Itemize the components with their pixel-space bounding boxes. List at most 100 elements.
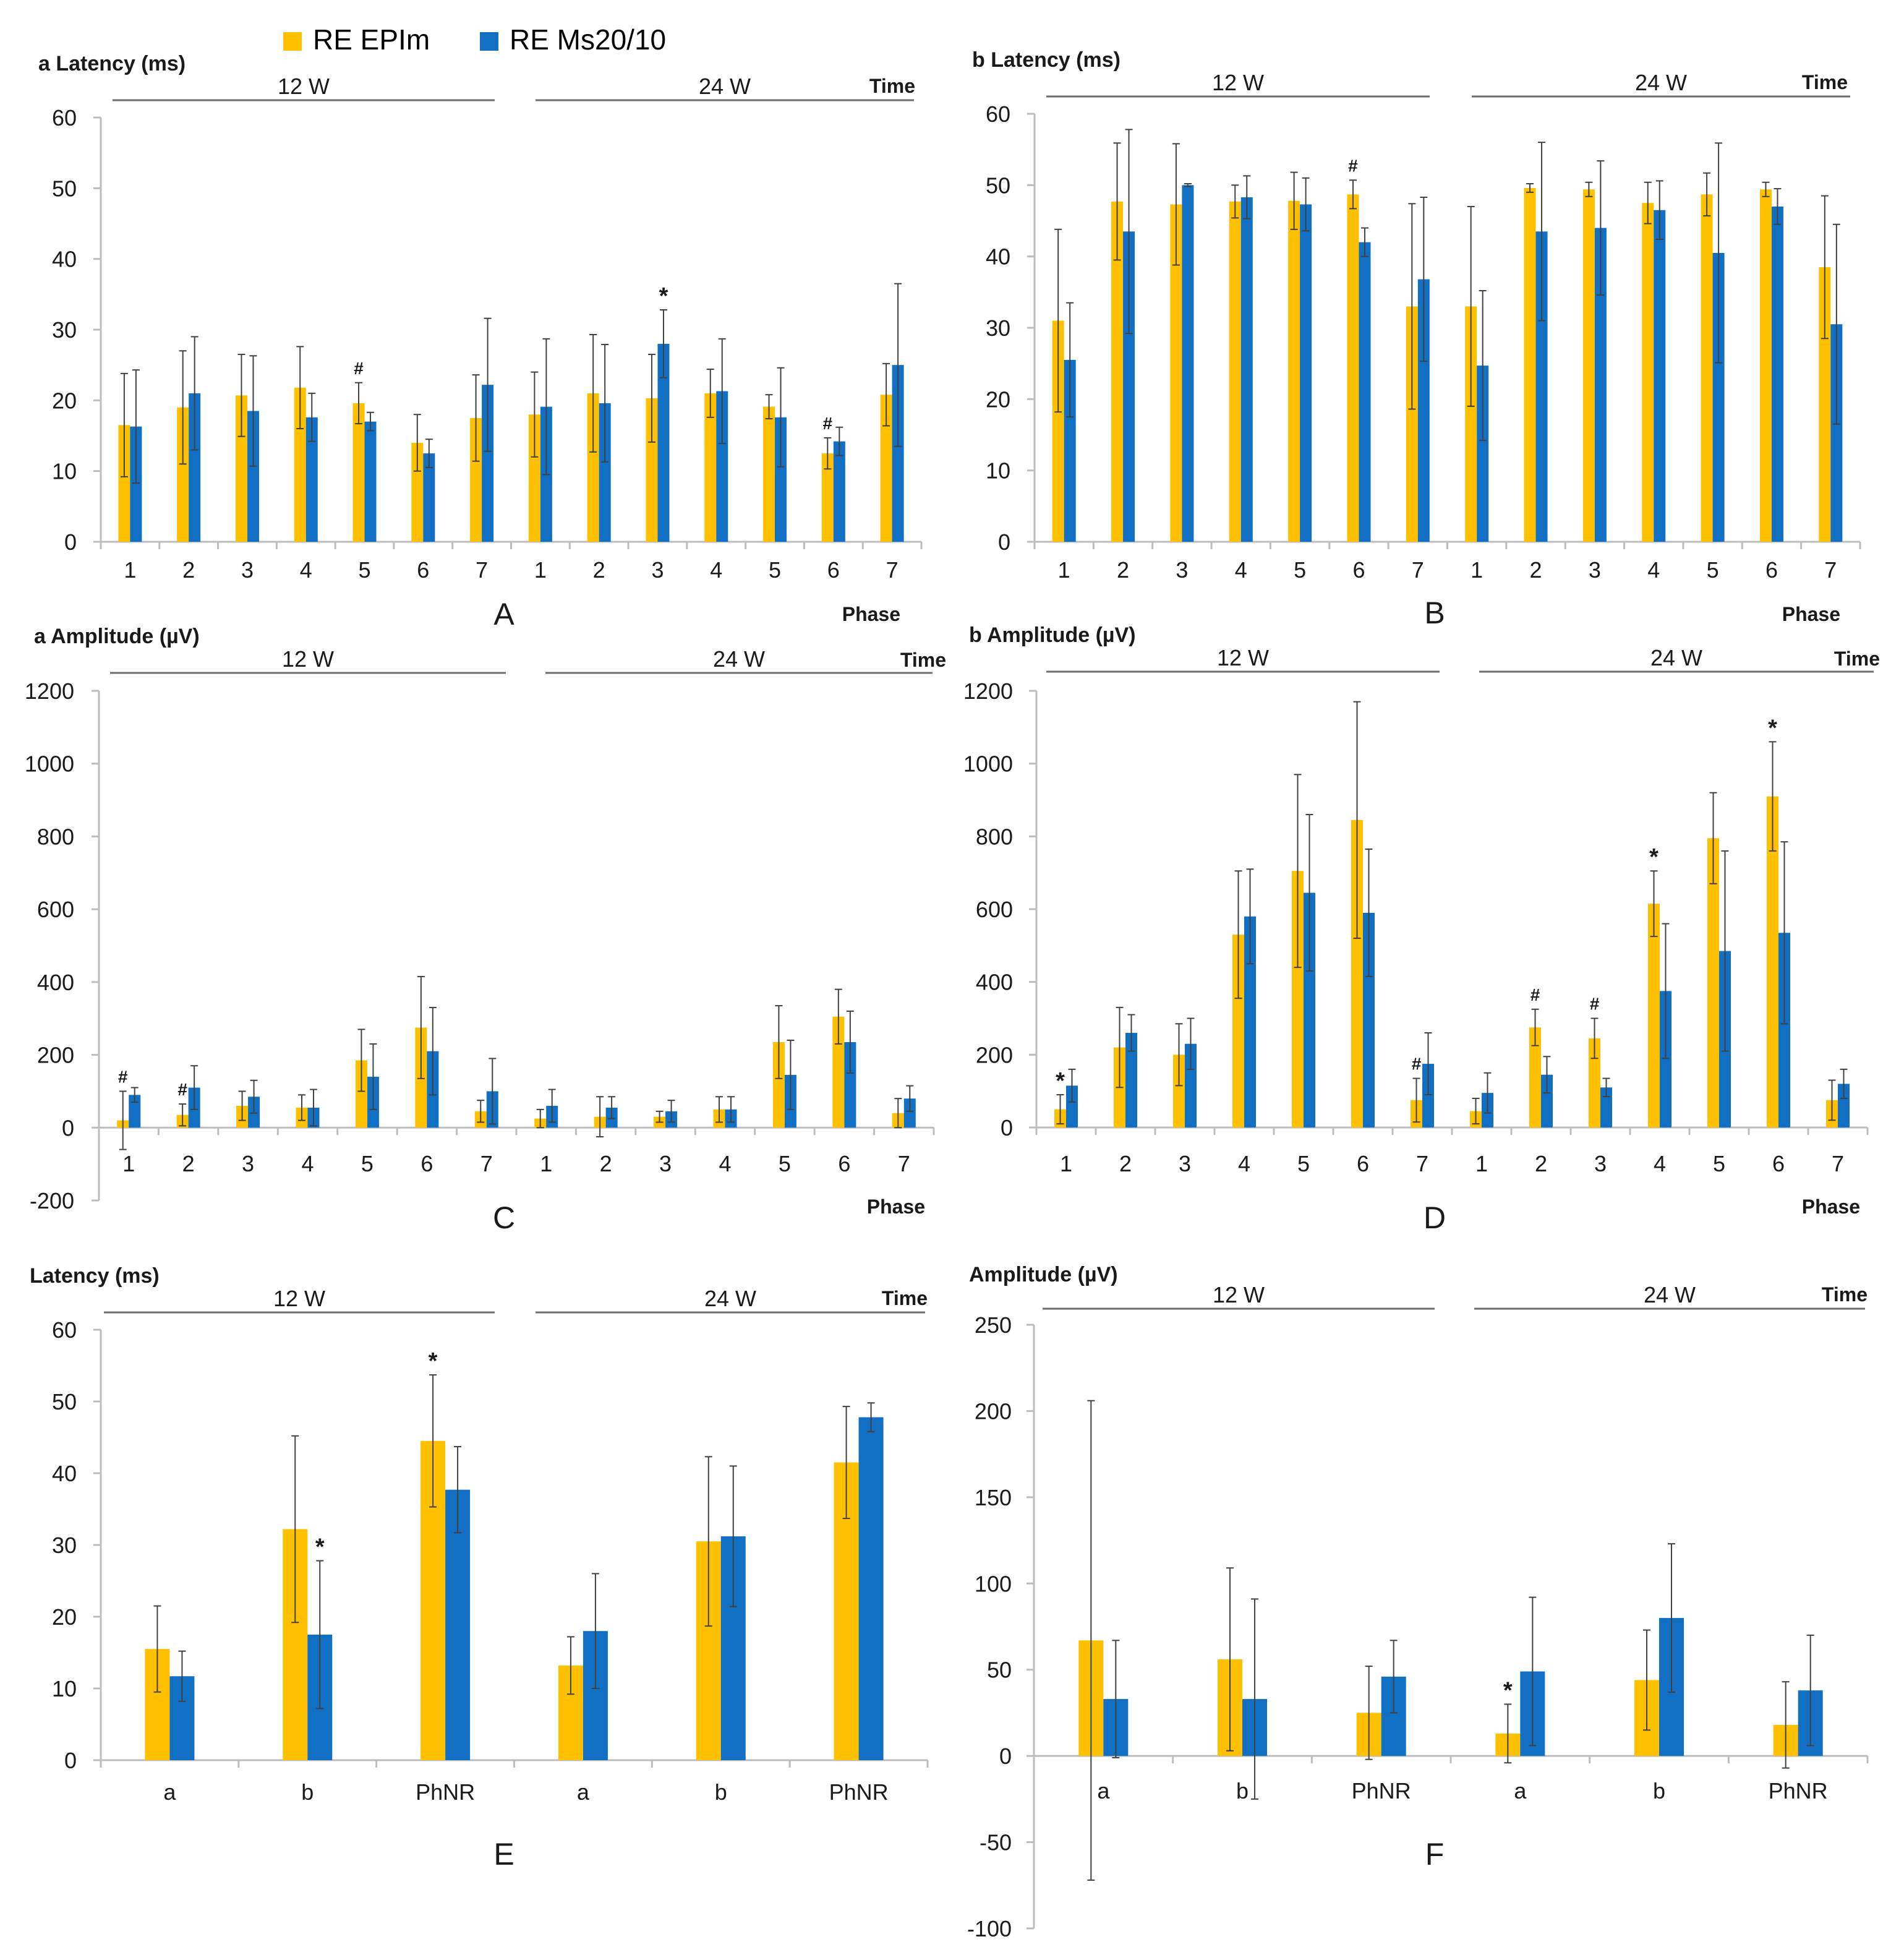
panel-b-bar-ms (1830, 324, 1843, 542)
panel-b-bar-ms (1064, 359, 1076, 542)
panel-d-significance-marker: # (1530, 985, 1540, 1004)
panel-d-bar-ms (1778, 933, 1790, 1127)
panel-a-bar-ms (599, 403, 611, 542)
panel-b-category-label: 4 (1235, 557, 1247, 583)
panel-d-group-label-2: 24 W (1650, 645, 1702, 670)
panel-c-category-label: 5 (779, 1151, 791, 1176)
panel-d-bar-epim (1589, 1038, 1600, 1127)
panel-d-bar-ms (1660, 991, 1671, 1127)
panel-f-ytick-label: 150 (975, 1485, 1012, 1510)
panel-a-bar-epim (470, 417, 482, 542)
panel-a-category-label: 7 (886, 557, 899, 583)
panel-a-category-label: 6 (417, 557, 429, 583)
panel-d-category-label: 4 (1238, 1151, 1250, 1176)
panel-b-category-label: 5 (1294, 557, 1306, 583)
panel-d-bar-epim (1232, 935, 1244, 1127)
panel-a-bar-epim (118, 425, 130, 542)
panel-a-bar-ms (482, 385, 494, 542)
panel-b-bar-ms (1771, 206, 1783, 542)
panel-a-ytick-label: 30 (52, 317, 77, 343)
panel-d-ytick-label: 800 (976, 824, 1013, 849)
panel-b-significance-marker: # (1348, 156, 1358, 175)
panel-a-bar-epim (821, 453, 834, 542)
panel-c-ytick-label: -200 (30, 1188, 74, 1213)
panel-b-bar-epim (1052, 320, 1064, 542)
legend: RE EPIm RE Ms20/10 (283, 24, 666, 56)
panel-c-category-label: 1 (540, 1151, 552, 1176)
panel-f-group-label-1: 12 W (1213, 1282, 1265, 1307)
panel-c-ytick-label: 1200 (25, 678, 74, 704)
panel-b-bar-ms (1359, 242, 1371, 542)
panel-b-group-label-1: 12 W (1212, 70, 1264, 95)
panel-a-bar-epim (704, 393, 717, 542)
panel-c-xlabel: Phase (867, 1196, 925, 1218)
panel-d-category-label: 5 (1713, 1151, 1725, 1176)
panel-f-ytick-label: 100 (975, 1571, 1012, 1596)
panel-e-ytick-label: 50 (52, 1389, 77, 1414)
panel-d-bar-epim (1292, 871, 1304, 1127)
panel-c-ytick-label: 200 (37, 1043, 74, 1068)
panel-c-bar-ms (844, 1042, 856, 1128)
panel-c-bar-epim (772, 1042, 785, 1128)
panel-a-category-label: 2 (182, 557, 195, 583)
panel-a-ytick-label: 60 (52, 105, 77, 130)
panel-e-ytick-label: 20 (52, 1604, 77, 1630)
panel-a-bar-ms (833, 441, 845, 542)
legend-swatch-ms (480, 32, 498, 51)
legend-label-epim: RE EPIm (313, 24, 430, 56)
panel-d-bar-ms (1838, 1084, 1850, 1127)
panel-a-category-label: 5 (769, 557, 781, 583)
panel-e-bar-ms (858, 1417, 884, 1760)
panel-b-category-label: 7 (1824, 557, 1837, 583)
panel-c: a Amplitude (µV) 12 W 24 W Time -200 0 200 400 6… (25, 625, 946, 1235)
panel-f: Amplitude (µV) 12 W 24 W Time -100 -50 0 50 100 1… (967, 1263, 1869, 1941)
panel-c-category-label: 6 (838, 1151, 850, 1176)
panel-d-significance-marker: * (1649, 844, 1659, 870)
panel-a-bar-epim (177, 407, 189, 542)
panel-b-bar-epim (1288, 200, 1300, 542)
panel-b-category-label: 5 (1707, 557, 1719, 583)
panel-a-category-label: 5 (359, 557, 371, 583)
panel-d-bar-epim (1767, 796, 1778, 1127)
panel-f-ytick-label: 50 (987, 1658, 1012, 1683)
panel-d-category-label: 7 (1416, 1151, 1428, 1176)
panel-a-bar-epim (294, 387, 306, 542)
panel-f-category-label: PhNR (1352, 1778, 1411, 1803)
panel-b-ytick-label: 60 (986, 101, 1010, 127)
panel-b-bar-ms (1594, 228, 1607, 542)
panel-e: Latency (ms) 12 W 24 W Time 0 10 20 30 40 50 60 a b P… (30, 1264, 929, 1872)
panel-a-significance-marker: * (659, 283, 668, 309)
panel-c-category-label: 3 (242, 1151, 254, 1176)
panel-b-bar-epim (1465, 306, 1477, 542)
panel-a-xlabel: Phase (842, 603, 900, 625)
panel-c-group-label-2: 24 W (713, 646, 765, 672)
panel-a-category-label: 7 (476, 557, 488, 583)
panel-f-title: Amplitude (µV) (969, 1263, 1118, 1286)
panel-d-category-label: 6 (1357, 1151, 1369, 1176)
panel-f-ytick-label: -50 (980, 1830, 1012, 1855)
panel-c-ytick-label: 0 (62, 1115, 74, 1140)
panel-f-category-label: a (1514, 1778, 1527, 1803)
panel-d-bar-ms (1422, 1064, 1434, 1127)
panel-d-bar-ms (1066, 1085, 1078, 1127)
panel-e-group-label-2: 24 W (704, 1286, 756, 1311)
panel-d-significance-marker: # (1590, 995, 1600, 1014)
panel-d-xlabel: Phase (1802, 1196, 1860, 1218)
panel-d-bar-epim (1529, 1027, 1541, 1127)
panel-e-significance-marker: * (429, 1348, 438, 1374)
panel-d: b Amplitude (µV) 12 W 24 W Time 0 200 400 600 80… (963, 623, 1880, 1235)
panel-b: b Latency (ms) 12 W 24 W Time 0 10 20 30 40 50 60 1… (972, 48, 1861, 630)
panel-c-category-label: 3 (659, 1151, 672, 1176)
panel-a-category-label: 3 (651, 557, 664, 583)
panel-a-title: a Latency (ms) (38, 52, 186, 75)
panel-f-category-label: PhNR (1769, 1778, 1828, 1803)
panel-c-time-label: Time (900, 649, 946, 671)
panel-c-letter: C (493, 1200, 515, 1235)
panel-d-category-label: 3 (1594, 1151, 1607, 1176)
panel-d-significance-marker: * (1056, 1068, 1065, 1094)
panel-b-bar-epim (1406, 306, 1418, 542)
panel-e-category-label: PhNR (829, 1779, 889, 1805)
panel-f-ytick-label: 200 (975, 1398, 1012, 1424)
panel-a-bar-ms (189, 393, 201, 542)
panel-d-bar-ms (1185, 1043, 1197, 1127)
